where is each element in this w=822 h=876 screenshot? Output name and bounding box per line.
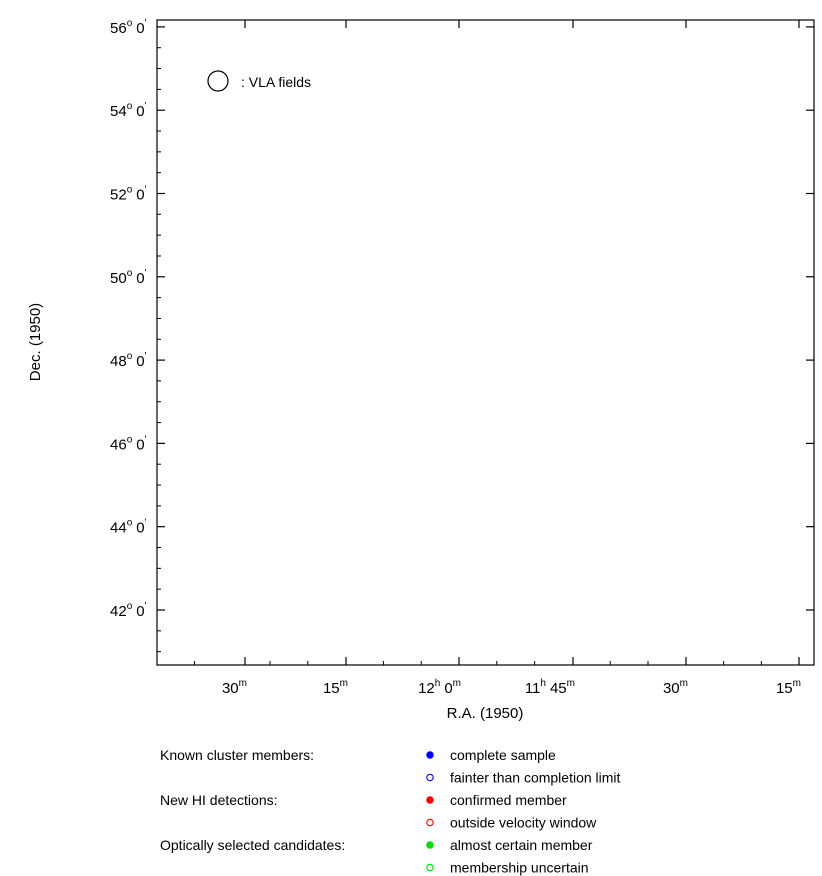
y-tick-label: 56o 0' bbox=[110, 18, 147, 37]
x-tick-label: 30m bbox=[222, 678, 247, 697]
x-tick-label: 12h 0m bbox=[418, 678, 461, 697]
legend-marker bbox=[426, 751, 434, 759]
legend-item-text: fainter than completion limit bbox=[450, 770, 621, 786]
legend-marker bbox=[426, 841, 434, 849]
inset-vla-legend: : VLA fields bbox=[207, 70, 311, 92]
legend-marker bbox=[426, 818, 434, 827]
legend: Known cluster members: complete sample fai… bbox=[160, 747, 621, 876]
x-tick-label: 30m bbox=[663, 678, 688, 697]
legend-marker bbox=[426, 796, 434, 804]
legend-group-title: Known cluster members: bbox=[160, 747, 314, 763]
x-tick-label: 15m bbox=[776, 678, 801, 697]
y-tick-label: 48o 0' bbox=[110, 351, 147, 370]
legend-item-text: almost certain member bbox=[450, 837, 593, 853]
x-tick-label: 11h 45m bbox=[525, 678, 575, 697]
y-tick-label: 54o 0' bbox=[110, 101, 147, 120]
legend-marker bbox=[426, 863, 434, 872]
legend-group-title: Optically selected candidates: bbox=[160, 837, 345, 853]
y-tick-label: 44o 0' bbox=[110, 518, 147, 537]
x-axis-label: R.A. (1950) bbox=[447, 705, 524, 722]
legend-item-text: membership uncertain bbox=[450, 860, 589, 876]
x-axis-ticks: 30m 15m 12h 0m 11h 45m 30m 15m bbox=[193, 20, 801, 697]
y-axis-label: Dec. (1950) bbox=[27, 303, 44, 381]
y-tick-label: 50o 0' bbox=[110, 268, 147, 287]
y-tick-label: 42o 0' bbox=[110, 601, 147, 620]
x-tick-label: 15m bbox=[323, 678, 348, 697]
legend-marker bbox=[426, 773, 434, 782]
y-tick-label: 46o 0' bbox=[110, 434, 147, 453]
y-axis-ticks: 42o 0' 44o 0' 46o 0' 48o 0' 50o 0' 52o 0' 54o 0' 56o 0' bbox=[110, 18, 814, 653]
legend-item-text: confirmed member bbox=[450, 792, 567, 808]
vla-legend-text: : VLA fields bbox=[241, 74, 311, 90]
vla-field-symbol bbox=[207, 70, 229, 92]
legend-item-text: complete sample bbox=[450, 747, 556, 763]
legend-item-text: outside velocity window bbox=[450, 815, 597, 831]
plot-frame bbox=[156, 19, 815, 666]
legend-group-title: New HI detections: bbox=[160, 792, 278, 808]
y-tick-label: 52o 0' bbox=[110, 185, 147, 204]
